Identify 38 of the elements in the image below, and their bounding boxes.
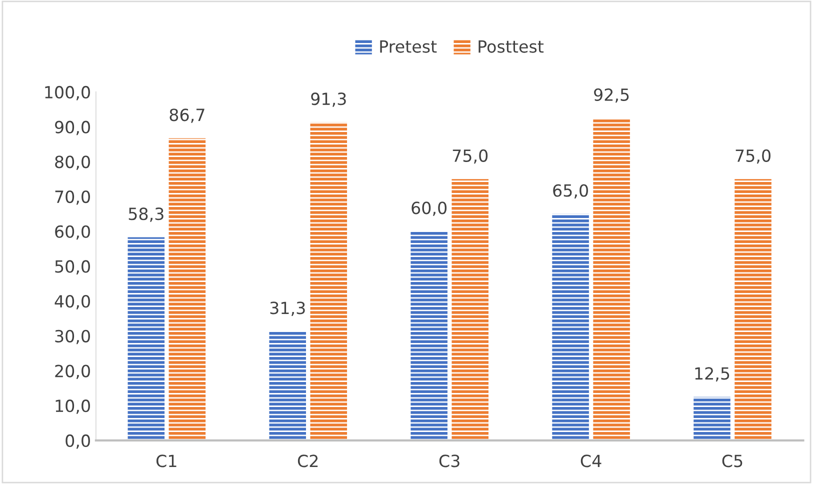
- x-tick-label: C3: [439, 454, 460, 468]
- legend-label: Pretest: [380, 40, 437, 53]
- bar: [310, 122, 348, 440]
- x-tick-label: C1: [156, 454, 176, 468]
- data-label: 91,3: [311, 92, 346, 107]
- y-tick-label: 70,0: [55, 190, 90, 205]
- data-label: 75,0: [736, 149, 770, 164]
- bar: [128, 237, 165, 440]
- y-tick-label: 80,0: [55, 156, 90, 170]
- bar: [168, 138, 206, 440]
- y-tick-label: 60,0: [55, 225, 90, 240]
- x-tick-label: C4: [580, 454, 602, 468]
- bar: [593, 118, 630, 440]
- bar: [694, 396, 730, 440]
- data-label: 31,3: [270, 302, 305, 316]
- y-tick-label: 10,0: [56, 400, 90, 414]
- data-label: 75,0: [452, 149, 488, 164]
- x-tick-label: C5: [722, 454, 742, 468]
- bar: [734, 179, 772, 440]
- y-tick-label: 100,0: [45, 86, 90, 100]
- legend-label: Posttest: [478, 40, 544, 53]
- x-tick-label: C2: [298, 454, 318, 468]
- data-label: 86,7: [170, 108, 204, 123]
- bar: [452, 179, 488, 440]
- y-tick-label: 0,0: [66, 434, 90, 449]
- bar: [269, 331, 306, 440]
- bar: [552, 214, 589, 440]
- y-tick-label: 20,0: [55, 364, 90, 380]
- data-label: 92,5: [594, 88, 629, 103]
- y-tick-label: 40,0: [54, 295, 90, 310]
- bar: [410, 231, 448, 440]
- data-label: 58,3: [128, 208, 164, 222]
- data-label: 12,5: [695, 367, 730, 382]
- data-label: 65,0: [553, 184, 588, 199]
- y-tick-label: 90,0: [55, 120, 90, 136]
- y-tick-label: 50,0: [55, 260, 90, 274]
- data-label: 60,0: [412, 202, 447, 216]
- y-tick-label: 30,0: [55, 330, 90, 344]
